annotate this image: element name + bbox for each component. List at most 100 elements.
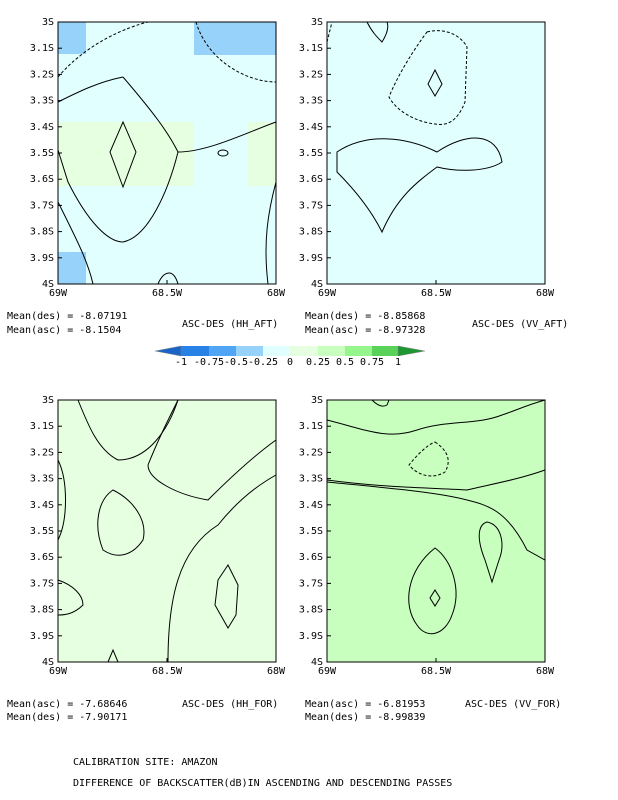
mean-label: Mean(des) = -8.99839 bbox=[305, 712, 425, 723]
footer-text: CALIBRATION SITE: AMAZON bbox=[73, 757, 218, 768]
colorbar-label: -0.5 bbox=[224, 357, 248, 368]
y-tick-label: 3.1S bbox=[30, 421, 54, 432]
contour bbox=[326, 399, 546, 491]
shade bbox=[248, 122, 276, 186]
y-tick-label: 3.8S bbox=[299, 227, 323, 238]
contour bbox=[427, 68, 443, 97]
colorbar-label: 0.75 bbox=[360, 357, 384, 368]
mean-label: Mean(asc) = -8.1504 bbox=[7, 325, 121, 336]
y-tick-label: 4S bbox=[311, 279, 323, 290]
y-tick-label: 3.9S bbox=[299, 631, 323, 642]
colorbar-label: 0 bbox=[287, 357, 293, 368]
y-tick-label: 3.3S bbox=[30, 96, 54, 107]
shade bbox=[327, 22, 545, 284]
colorbar-arrow bbox=[397, 345, 426, 357]
x-tick-label: 68.5W bbox=[421, 666, 452, 677]
contour bbox=[408, 441, 449, 477]
y-tick-label: 3.4S bbox=[299, 500, 323, 511]
x-tick-label: 68W bbox=[267, 666, 286, 677]
panel-map bbox=[57, 399, 277, 663]
y-tick-label: 3.8S bbox=[30, 227, 54, 238]
contour bbox=[167, 474, 277, 663]
y-tick-label: 3.7S bbox=[30, 578, 54, 589]
contour bbox=[97, 489, 145, 556]
colorbar-segment bbox=[263, 346, 290, 356]
contour bbox=[57, 181, 277, 285]
contour bbox=[388, 30, 468, 125]
panel-map bbox=[326, 399, 546, 663]
colorbar bbox=[154, 345, 426, 357]
colorbar-label: -0.75 bbox=[194, 357, 224, 368]
shade bbox=[194, 22, 276, 55]
contour bbox=[217, 149, 229, 157]
contour bbox=[429, 589, 441, 607]
y-tick-label: 3.8S bbox=[30, 605, 54, 616]
y-tick-label: 3.5S bbox=[299, 148, 323, 159]
contour bbox=[109, 120, 137, 189]
y-tick-label: 4S bbox=[42, 279, 54, 290]
mean-label: Mean(asc) = -7.68646 bbox=[7, 699, 127, 710]
panel-title: ASC-DES (HH_AFT) bbox=[182, 319, 278, 330]
y-tick-label: 3.3S bbox=[30, 474, 54, 485]
y-tick-label: 3.4S bbox=[30, 122, 54, 133]
colorbar-label: -0.25 bbox=[248, 357, 278, 368]
x-tick-label: 69W bbox=[318, 666, 337, 677]
mean-label: Mean(asc) = -6.81953 bbox=[305, 699, 425, 710]
y-tick-label: 3.6S bbox=[30, 174, 54, 185]
y-tick-label: 3.6S bbox=[299, 174, 323, 185]
contour bbox=[57, 21, 277, 83]
panel-title: ASC-DES (HH_FOR) bbox=[182, 699, 278, 710]
y-tick-label: 3.3S bbox=[299, 96, 323, 107]
x-tick-label: 68.5W bbox=[152, 666, 183, 677]
mean-label: Mean(des) = -7.90171 bbox=[7, 712, 127, 723]
colorbar-segment bbox=[209, 346, 236, 356]
panel-map bbox=[57, 21, 277, 285]
y-tick-label: 3.9S bbox=[30, 253, 54, 264]
y-tick-label: 3.4S bbox=[299, 122, 323, 133]
y-tick-label: 3.5S bbox=[30, 148, 54, 159]
y-tick-label: 3.2S bbox=[30, 69, 54, 80]
y-tick-label: 3.7S bbox=[299, 200, 323, 211]
x-tick-label: 68W bbox=[267, 288, 286, 299]
footer-text: DIFFERENCE OF BACKSCATTER(dB)IN ASCENDIN… bbox=[73, 778, 452, 789]
shade bbox=[58, 400, 276, 662]
y-tick-label: 3.7S bbox=[299, 578, 323, 589]
y-tick-label: 3S bbox=[311, 395, 323, 406]
contour bbox=[57, 459, 119, 663]
contour bbox=[147, 399, 277, 501]
contour bbox=[57, 579, 84, 616]
y-tick-label: 3.6S bbox=[30, 552, 54, 563]
x-tick-label: 68.5W bbox=[421, 288, 452, 299]
y-tick-label: 3.5S bbox=[30, 526, 54, 537]
mean-label: Mean(asc) = -8.97328 bbox=[305, 325, 425, 336]
shade bbox=[327, 400, 545, 662]
y-tick-label: 3.8S bbox=[299, 605, 323, 616]
x-tick-label: 69W bbox=[318, 288, 337, 299]
x-tick-label: 69W bbox=[49, 666, 68, 677]
y-tick-label: 4S bbox=[42, 657, 54, 668]
colorbar-segment bbox=[290, 346, 318, 356]
x-tick-label: 69W bbox=[49, 288, 68, 299]
x-tick-label: 68.5W bbox=[152, 288, 183, 299]
mean-label: Mean(des) = -8.07191 bbox=[7, 311, 127, 322]
colorbar-label: 0.25 bbox=[306, 357, 330, 368]
contour bbox=[326, 21, 333, 43]
contour bbox=[336, 137, 503, 234]
y-tick-label: 3S bbox=[311, 17, 323, 28]
x-tick-label: 68W bbox=[536, 666, 555, 677]
contour bbox=[478, 521, 503, 584]
shade bbox=[58, 252, 86, 284]
y-tick-label: 3.9S bbox=[299, 253, 323, 264]
y-tick-label: 3.1S bbox=[30, 43, 54, 54]
x-tick-label: 68W bbox=[536, 288, 555, 299]
y-tick-label: 3.2S bbox=[299, 69, 323, 80]
y-tick-label: 4S bbox=[311, 657, 323, 668]
shade bbox=[58, 122, 194, 186]
colorbar-label: -1 bbox=[175, 357, 187, 368]
y-tick-label: 3.2S bbox=[30, 447, 54, 458]
y-tick-label: 3S bbox=[42, 17, 54, 28]
contour bbox=[366, 21, 389, 43]
colorbar-segment bbox=[318, 346, 345, 356]
y-tick-label: 3.2S bbox=[299, 447, 323, 458]
